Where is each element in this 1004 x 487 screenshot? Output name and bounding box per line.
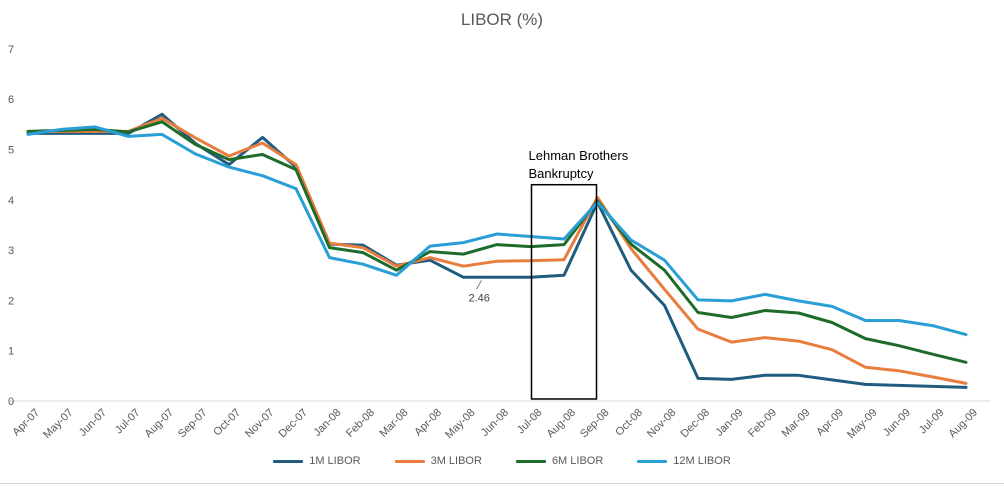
legend-label: 6M LIBOR — [551, 455, 604, 467]
y-tick-label: 2 — [8, 295, 14, 307]
x-tick-label: Aug-09 — [947, 407, 981, 441]
x-tick-label: May-08 — [443, 407, 477, 441]
annotation-text: Bankruptcy — [529, 166, 595, 181]
x-tick-label: Apr-09 — [814, 407, 846, 439]
legend-item: 12M LIBOR — [637, 455, 731, 467]
x-tick-label: Apr-07 — [10, 407, 42, 439]
x-tick-label: Mar-08 — [377, 407, 410, 440]
y-tick-label: 3 — [8, 245, 14, 257]
annotation-text: Lehman Brothers — [529, 148, 629, 163]
x-tick-label: Aug-08 — [545, 407, 579, 441]
y-tick-label: 1 — [8, 346, 14, 358]
legend-item: 1M LIBOR — [273, 455, 361, 467]
x-tick-label: May-09 — [845, 407, 879, 441]
x-tick-label: Sep-08 — [578, 407, 612, 441]
data-label-leader — [476, 280, 482, 290]
x-tick-label: May-07 — [41, 407, 75, 441]
y-tick-label: 6 — [8, 94, 14, 106]
x-tick-label: Jan-08 — [311, 407, 343, 439]
x-tick-label: Oct-07 — [211, 407, 243, 439]
x-tick-label: Jul-07 — [113, 407, 143, 437]
series-line-3m-libor — [26, 116, 968, 385]
legend: 1M LIBOR 3M LIBOR 6M LIBOR 12M LIBOR — [0, 455, 1004, 467]
y-tick-label: 0 — [8, 396, 14, 408]
x-tick-label: Dec-08 — [679, 407, 713, 441]
legend-label: 3M LIBOR — [430, 455, 482, 467]
bottom-divider — [0, 483, 1004, 484]
x-tick-label: Oct-08 — [613, 407, 645, 439]
x-tick-label: Nov-08 — [645, 407, 679, 441]
series-line-1m-libor — [26, 112, 968, 389]
x-tick-label: Dec-07 — [277, 407, 311, 441]
legend-swatch — [273, 459, 304, 463]
x-tick-label: Feb-08 — [344, 407, 377, 440]
legend-item: 3M LIBOR — [394, 455, 482, 467]
lehman-bankruptcy-box — [530, 183, 598, 400]
legend-swatch — [394, 459, 425, 463]
x-tick-label: Jul-09 — [917, 407, 947, 437]
y-tick-label: 7 — [8, 44, 14, 56]
legend-label: 1M LIBOR — [309, 455, 361, 467]
x-tick-label: Nov-07 — [243, 407, 277, 441]
x-tick-label: Feb-09 — [746, 407, 779, 440]
legend-swatch — [515, 459, 546, 463]
legend-item: 6M LIBOR — [515, 455, 604, 467]
x-tick-label: Jun-09 — [881, 407, 913, 439]
x-tick-label: Jul-08 — [515, 407, 545, 437]
y-tick-label: 4 — [8, 195, 14, 207]
x-tick-label: Apr-08 — [412, 407, 444, 439]
legend-label: 12M LIBOR — [673, 455, 731, 467]
y-tick-label: 5 — [8, 145, 14, 157]
legend-swatch — [637, 459, 668, 463]
x-tick-label: Jun-08 — [479, 407, 511, 439]
x-tick-label: Jan-09 — [713, 407, 745, 439]
data-label: 2.46 — [469, 292, 490, 304]
x-tick-label: Aug-07 — [143, 407, 177, 441]
x-tick-label: Sep-07 — [176, 407, 210, 441]
chart-title: LIBOR (%) — [460, 10, 544, 29]
series-line-12m-libor — [26, 125, 968, 337]
x-tick-label: Mar-09 — [779, 407, 812, 440]
x-tick-label: Jun-07 — [77, 407, 109, 439]
series-line-6m-libor — [26, 120, 968, 364]
